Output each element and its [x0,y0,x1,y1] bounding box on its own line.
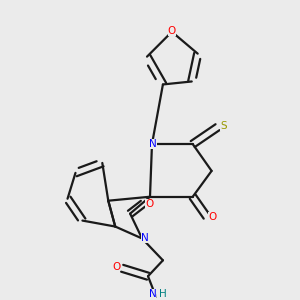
Text: N: N [149,289,157,299]
Text: O: O [112,262,120,272]
Text: H: H [159,289,167,299]
Text: N: N [149,139,157,149]
Text: S: S [220,121,227,131]
Text: O: O [168,26,176,36]
Text: O: O [145,199,153,209]
Text: N: N [141,232,148,243]
Text: O: O [208,212,217,222]
